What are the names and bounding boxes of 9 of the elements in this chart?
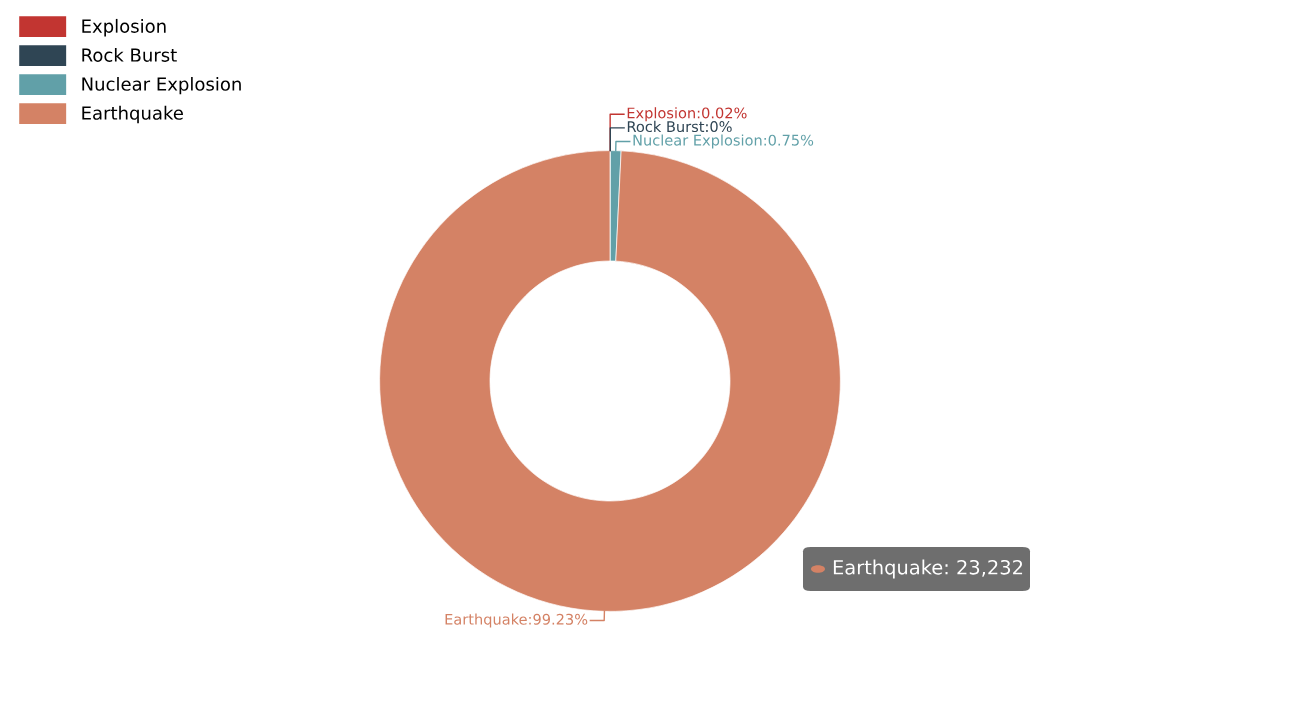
- data-label: Explosion:0.02%: [627, 107, 747, 122]
- legend-label: Rock Burst: [82, 47, 177, 62]
- data-label: Earthquake:99.23%: [445, 613, 588, 628]
- legend-label: Nuclear Explosion: [82, 76, 241, 95]
- data-label: Nuclear Explosion:0.75%: [633, 134, 814, 149]
- legend-label: Explosion: [82, 18, 166, 37]
- text: Rock Burst:0%: [627, 120, 732, 133]
- legend-label: Earthquake: [82, 105, 183, 124]
- text: Earthquake: 23,232: [833, 559, 1023, 579]
